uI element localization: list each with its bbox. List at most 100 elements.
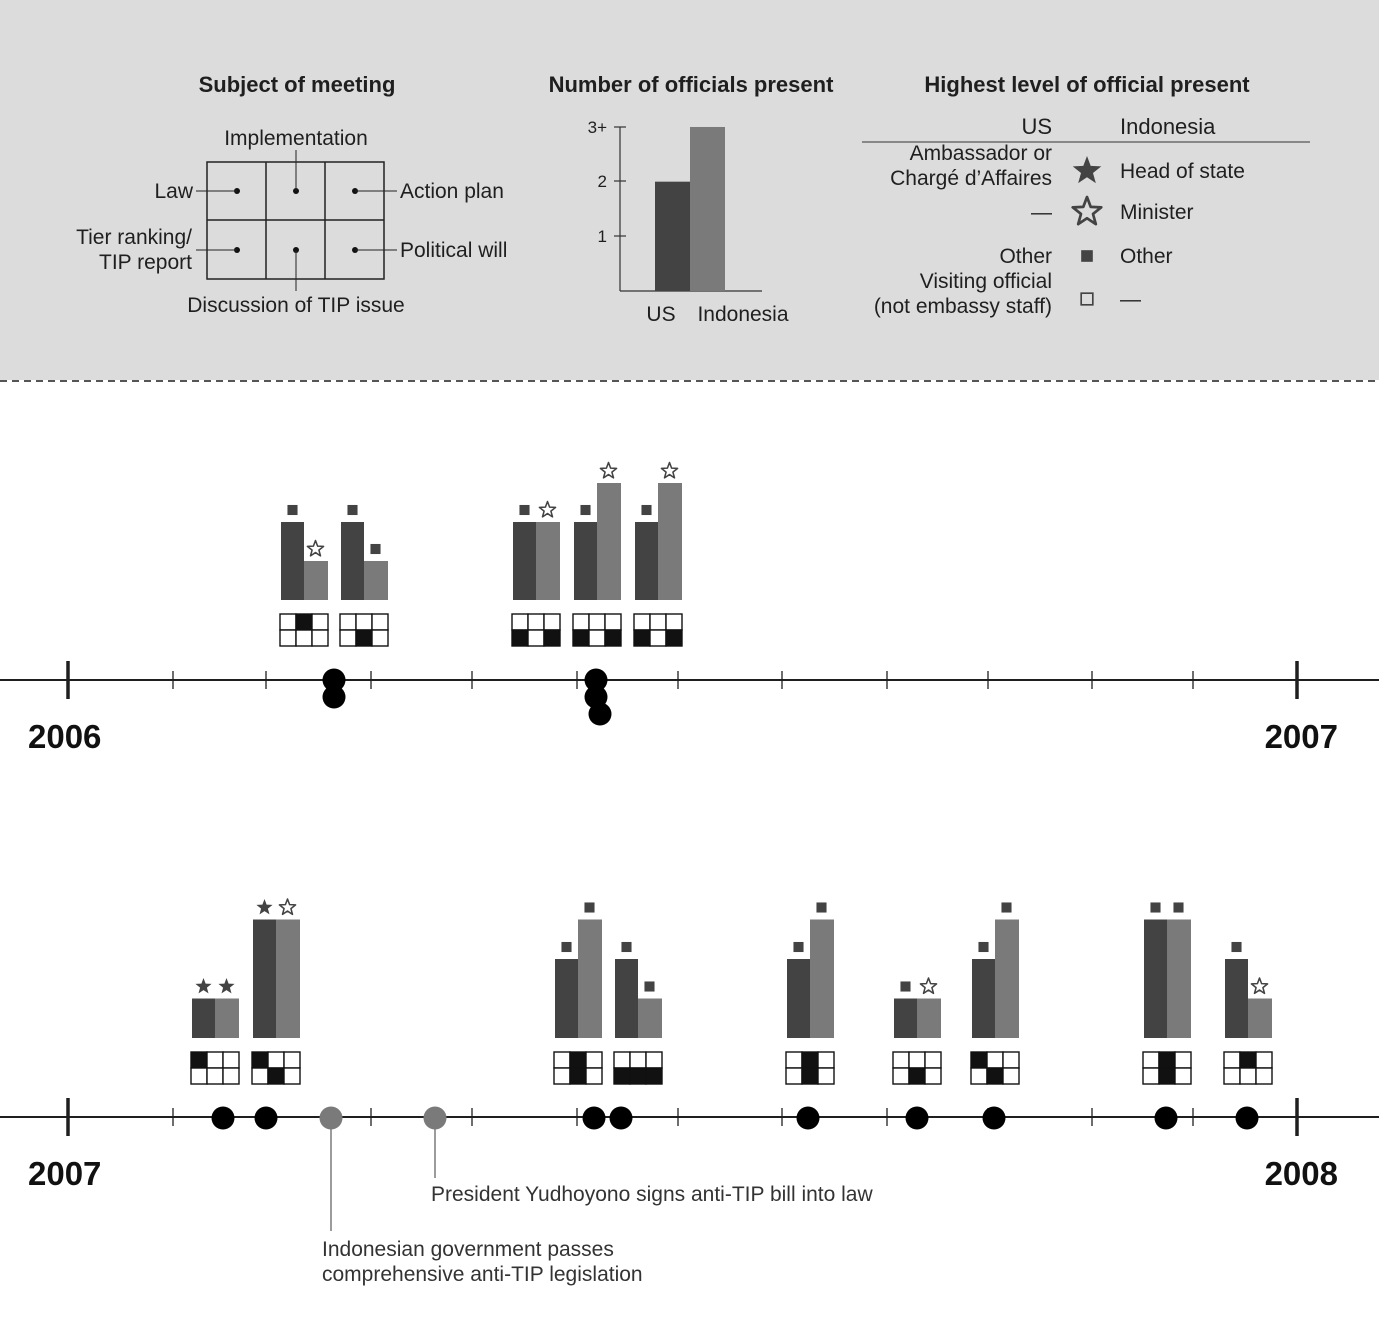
subject-cell bbox=[645, 1067, 663, 1085]
subject-cell bbox=[279, 629, 297, 647]
meeting-bar-us bbox=[513, 522, 536, 600]
meeting-glyph[interactable] bbox=[892, 977, 942, 1085]
meeting-bar-indonesia bbox=[536, 522, 560, 600]
filled-square-icon bbox=[644, 981, 655, 992]
meeting-marker[interactable] bbox=[588, 702, 612, 726]
subject-cell bbox=[569, 1067, 587, 1085]
meeting-glyph[interactable] bbox=[785, 902, 835, 1085]
meeting-marker[interactable] bbox=[796, 1106, 820, 1130]
filled-square-icon bbox=[584, 902, 595, 913]
count-bar-us bbox=[655, 181, 690, 291]
meeting-bar-indonesia bbox=[1167, 919, 1191, 1038]
meeting-marker[interactable] bbox=[982, 1106, 1006, 1130]
subject-cell bbox=[295, 629, 313, 647]
meeting-bar-us bbox=[281, 522, 304, 600]
meeting-marker[interactable] bbox=[211, 1106, 235, 1130]
meeting-marker[interactable] bbox=[1235, 1106, 1259, 1130]
meeting-glyph[interactable] bbox=[511, 500, 561, 647]
subject-cell bbox=[206, 1051, 224, 1069]
subject-cell bbox=[190, 1051, 208, 1069]
meeting-glyph[interactable] bbox=[633, 461, 683, 647]
meeting-bar-indonesia bbox=[917, 998, 941, 1038]
subject-label-tip-report: TIP report bbox=[99, 251, 192, 274]
meeting-bar-us bbox=[635, 522, 658, 600]
meeting-glyph[interactable] bbox=[613, 941, 663, 1085]
meeting-bar-indonesia bbox=[364, 561, 388, 600]
meeting-marker[interactable] bbox=[1154, 1106, 1178, 1130]
level-header-us: US bbox=[1021, 114, 1052, 139]
subject-cell bbox=[1002, 1067, 1020, 1085]
subject-label-law: Law bbox=[154, 180, 193, 203]
filled-square-icon bbox=[816, 902, 827, 913]
meeting-bar-us bbox=[615, 959, 638, 1038]
meeting-glyph[interactable] bbox=[339, 504, 389, 647]
meeting-marker[interactable] bbox=[584, 668, 608, 692]
subject-label-implementation: Implementation bbox=[224, 127, 368, 150]
timeline-end-year: 2007 bbox=[1265, 718, 1338, 755]
subject-cell bbox=[511, 613, 529, 631]
level-us-label: Chargé d’Affaires bbox=[890, 167, 1052, 190]
filled-square-icon bbox=[1173, 902, 1184, 913]
subject-cell bbox=[801, 1051, 819, 1069]
subject-cell bbox=[633, 629, 651, 647]
meeting-marker[interactable] bbox=[905, 1106, 929, 1130]
meeting-marker[interactable] bbox=[582, 1106, 606, 1130]
meeting-glyph[interactable] bbox=[1142, 902, 1192, 1085]
count-legend: Number of officials present 1 2 3+ US In… bbox=[549, 72, 835, 326]
filled-square-icon bbox=[900, 981, 911, 992]
subject-cell bbox=[543, 629, 561, 647]
subject-label-tier-ranking: Tier ranking/ bbox=[76, 226, 192, 249]
meeting-marker[interactable] bbox=[322, 668, 346, 692]
subject-cell bbox=[267, 1051, 285, 1069]
subject-cell bbox=[569, 1051, 587, 1069]
meeting-marker[interactable] bbox=[322, 685, 346, 709]
meeting-bar-indonesia bbox=[995, 919, 1019, 1038]
subject-legend: Subject of meeting Implementation Law Ac… bbox=[76, 72, 507, 317]
meeting-glyph[interactable] bbox=[1223, 941, 1273, 1085]
level-indo-label: Other bbox=[1120, 245, 1173, 268]
meeting-bar-indonesia bbox=[215, 998, 239, 1038]
meeting-bar-us bbox=[894, 998, 917, 1038]
subject-cell bbox=[924, 1067, 942, 1085]
level-us-label: Other bbox=[999, 245, 1052, 268]
meeting-marker[interactable] bbox=[254, 1106, 278, 1130]
meeting-bar-indonesia bbox=[810, 919, 834, 1038]
meeting-glyph[interactable] bbox=[190, 978, 240, 1085]
subject-cell bbox=[613, 1067, 631, 1085]
level-legend-title: Highest level of official present bbox=[924, 72, 1250, 97]
filled-star-icon bbox=[256, 899, 273, 915]
subject-cell bbox=[801, 1067, 819, 1085]
subject-cell bbox=[206, 1067, 224, 1085]
level-header-indonesia: Indonesia bbox=[1120, 114, 1216, 139]
meeting-glyph[interactable] bbox=[279, 504, 329, 647]
subject-cell bbox=[908, 1051, 926, 1069]
subject-cell bbox=[283, 1051, 301, 1069]
meeting-bar-indonesia bbox=[658, 483, 682, 600]
subject-cell bbox=[553, 1051, 571, 1069]
subject-cell bbox=[267, 1067, 285, 1085]
level-us-label: Ambassador or bbox=[910, 142, 1052, 165]
subject-cell bbox=[1239, 1051, 1257, 1069]
filled-square-icon bbox=[1231, 941, 1242, 953]
subject-cell bbox=[585, 1067, 603, 1085]
filled-square-icon bbox=[1150, 902, 1161, 913]
event-label: Indonesian government passes bbox=[322, 1238, 614, 1261]
meeting-bar-indonesia bbox=[304, 561, 328, 600]
subject-cell bbox=[785, 1067, 803, 1085]
filled-square-icon bbox=[1001, 902, 1012, 913]
subject-legend-title: Subject of meeting bbox=[199, 72, 396, 97]
meeting-glyph[interactable] bbox=[572, 461, 622, 647]
meeting-bar-indonesia bbox=[638, 998, 662, 1038]
meeting-glyph[interactable] bbox=[251, 898, 301, 1085]
outline-star-icon bbox=[1071, 195, 1103, 226]
timeline-start-year: 2006 bbox=[28, 718, 101, 755]
meeting-marker[interactable] bbox=[609, 1106, 633, 1130]
subject-cell bbox=[279, 613, 297, 631]
level-indo-label: — bbox=[1120, 288, 1141, 311]
meeting-bar-us bbox=[192, 998, 215, 1038]
subject-cell bbox=[355, 629, 373, 647]
meeting-glyph[interactable] bbox=[553, 902, 603, 1085]
subject-cell bbox=[613, 1051, 631, 1069]
meeting-glyph[interactable] bbox=[970, 902, 1020, 1085]
subject-cell bbox=[908, 1067, 926, 1085]
